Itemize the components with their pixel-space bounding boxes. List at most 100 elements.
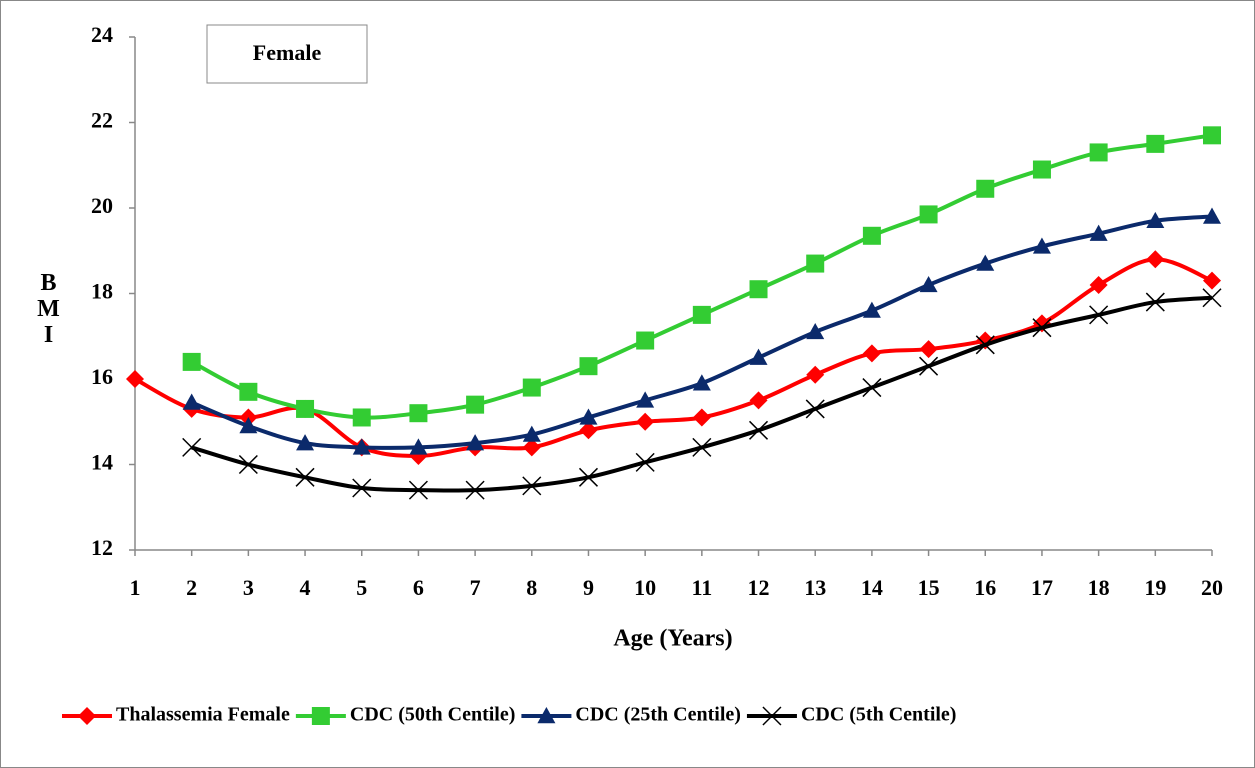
marker [1145, 292, 1165, 312]
marker [579, 357, 598, 376]
marker [805, 399, 825, 419]
x-tick-label: 9 [583, 575, 594, 600]
x-tick-label: 11 [691, 575, 712, 600]
x-tick-label: 1 [130, 575, 141, 600]
marker [296, 434, 315, 451]
x-tick-label: 2 [186, 575, 197, 600]
marker [636, 391, 655, 408]
legend-marker [762, 706, 782, 726]
legend-marker [537, 707, 556, 724]
marker [749, 280, 768, 299]
x-tick-label: 7 [470, 575, 481, 600]
marker [466, 395, 485, 414]
marker [692, 408, 711, 427]
x-tick-label: 12 [748, 575, 770, 600]
marker [862, 226, 881, 245]
marker [522, 476, 542, 496]
marker [238, 454, 258, 475]
marker [182, 393, 201, 410]
y-tick-label: 12 [91, 535, 113, 560]
x-tick-label: 5 [356, 575, 367, 600]
marker [692, 437, 712, 457]
marker [522, 378, 541, 397]
marker [239, 382, 258, 401]
marker [976, 254, 995, 271]
marker [126, 370, 144, 388]
legend-label: CDC (25th Centile) [575, 704, 741, 726]
x-tick-label: 15 [918, 575, 940, 600]
marker [806, 322, 825, 340]
marker [409, 438, 428, 455]
marker [522, 438, 541, 457]
x-tick-label: 19 [1144, 575, 1166, 600]
x-tick-label: 6 [413, 575, 424, 600]
y-tick-label: 18 [91, 279, 113, 304]
marker [1032, 160, 1051, 179]
marker [1203, 271, 1221, 290]
marker [636, 331, 655, 350]
marker [465, 480, 485, 500]
marker [182, 437, 202, 457]
marker [239, 417, 258, 434]
marker [692, 374, 711, 391]
marker [806, 365, 825, 384]
marker [862, 378, 882, 398]
x-tick-label: 14 [861, 575, 883, 600]
marker [1146, 250, 1165, 269]
legend-label: CDC (5th Centile) [801, 704, 957, 726]
legend-label: Thalassemia Female [116, 704, 290, 726]
legend-marker [78, 707, 96, 725]
marker [296, 399, 315, 418]
marker [579, 421, 598, 440]
marker [1089, 305, 1109, 325]
x-tick-label: 16 [974, 575, 996, 600]
marker [1146, 134, 1165, 153]
marker [919, 356, 939, 376]
marker [862, 301, 881, 318]
marker [1032, 318, 1052, 338]
annotation: Female [253, 40, 322, 65]
marker [1089, 275, 1108, 294]
marker [1089, 224, 1108, 241]
y-tick-label: 20 [91, 193, 113, 218]
x-tick-label: 20 [1201, 575, 1223, 600]
marker [1146, 211, 1165, 229]
x-tick-label: 8 [526, 575, 537, 600]
marker [692, 305, 711, 324]
marker [749, 391, 768, 410]
marker [1089, 143, 1108, 162]
x-axis-label: Age (Years) [613, 626, 732, 652]
y-tick-label: 22 [91, 108, 113, 133]
marker [862, 344, 881, 363]
marker [409, 404, 428, 423]
marker [976, 179, 995, 198]
marker [1032, 237, 1051, 254]
marker [1202, 288, 1222, 308]
marker [748, 420, 769, 440]
x-tick-label: 4 [300, 575, 311, 600]
marker [352, 408, 371, 427]
marker [1203, 126, 1221, 145]
x-tick-label: 18 [1088, 575, 1110, 600]
marker [352, 438, 371, 455]
marker [579, 408, 598, 425]
legend: Thalassemia Female CDC (50th Centile) CDC … [62, 704, 956, 726]
marker [408, 480, 428, 500]
x-tick-label: 10 [634, 575, 656, 600]
marker [522, 425, 541, 442]
marker [749, 348, 768, 365]
marker [466, 434, 485, 451]
marker [635, 452, 655, 472]
x-tick-label: 13 [804, 575, 826, 600]
marker [636, 412, 655, 431]
y-tick-label: 16 [91, 364, 113, 389]
x-tick-label: 3 [243, 575, 254, 600]
x-tick-label: 17 [1031, 575, 1053, 600]
y-axis-label: BMI [35, 270, 61, 348]
y-tick-label: 14 [91, 450, 113, 475]
marker [1203, 207, 1221, 224]
marker [919, 340, 938, 359]
legend-marker [311, 707, 330, 725]
